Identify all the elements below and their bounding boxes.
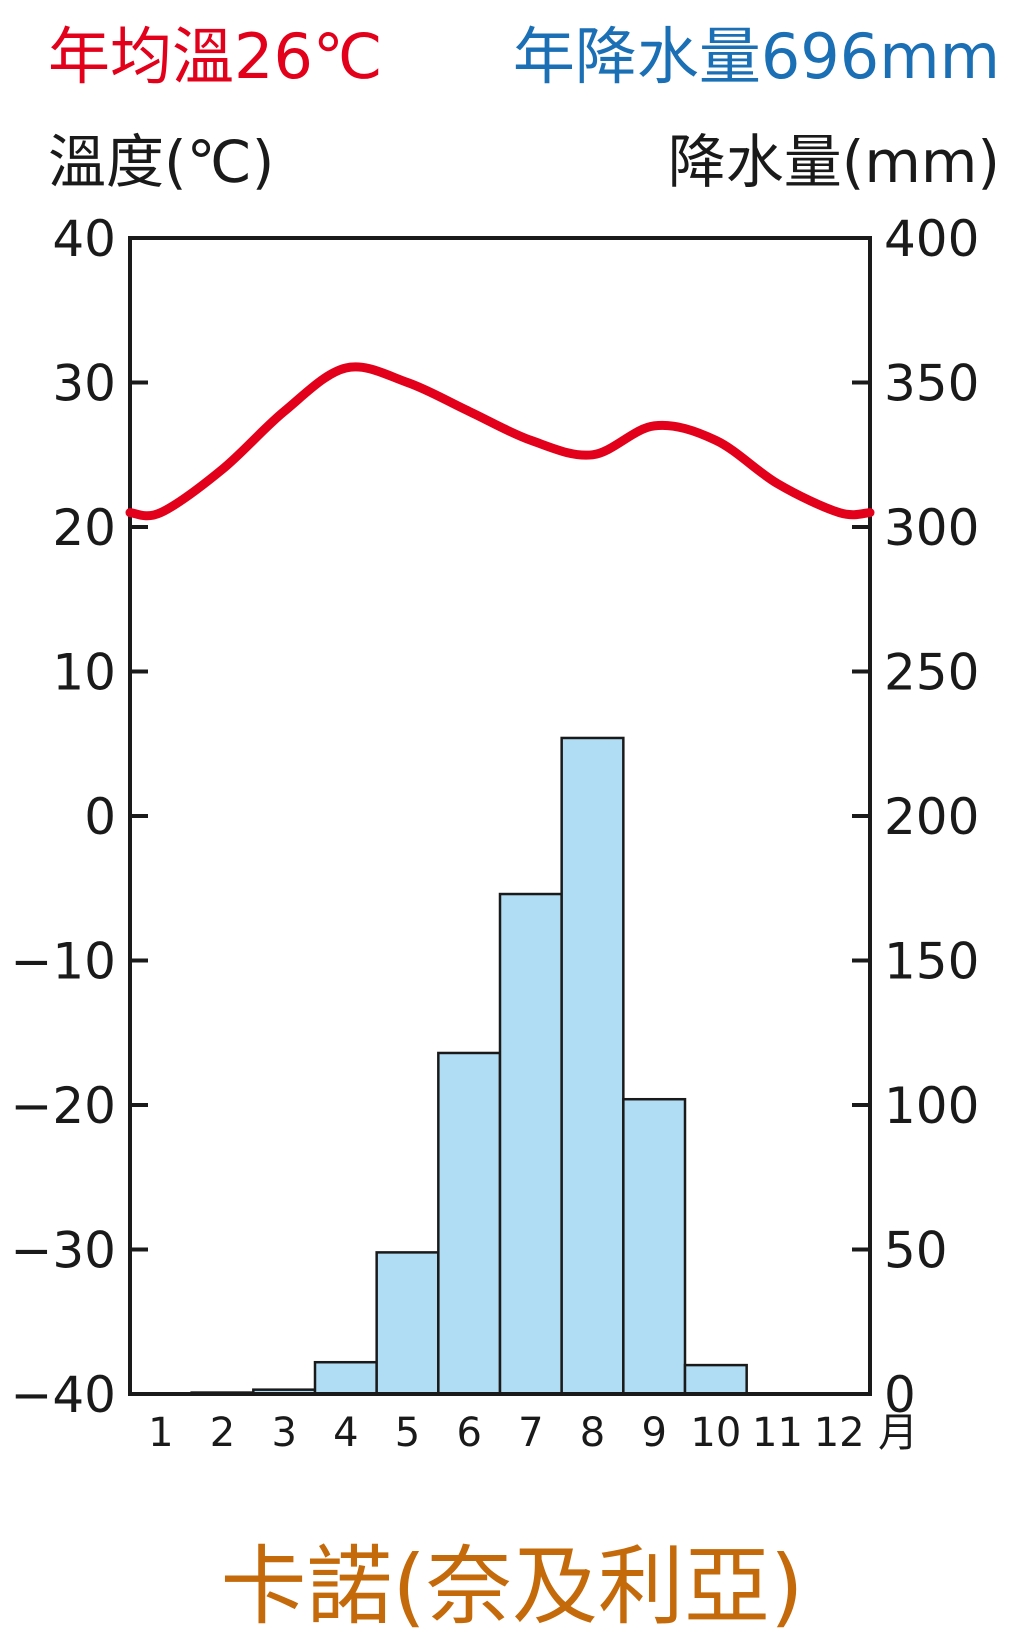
precipitation-tick-label: 250 xyxy=(884,644,979,702)
precipitation-bar-5 xyxy=(375,1251,440,1396)
precipitation-bar-6 xyxy=(437,1051,502,1396)
precipitation-bar-10 xyxy=(683,1363,748,1396)
precipitation-tick-label: 150 xyxy=(884,933,979,991)
precipitation-tick-label: 50 xyxy=(884,1222,948,1280)
month-axis: 1 2 3 4 5 6 7 8 9 10 11 12 xyxy=(148,1410,865,1456)
month-label-1: 1 xyxy=(148,1410,173,1456)
precipitation-bar-7 xyxy=(498,892,563,1396)
precipitation-bar-8 xyxy=(560,736,625,1396)
annual-precipitation-label: 年降水量696mm xyxy=(513,20,1000,93)
month-label-7: 7 xyxy=(518,1410,543,1456)
station-title: 卡諾(奈及利亞) xyxy=(220,1537,803,1637)
annual-temperature-label: 年均溫26℃ xyxy=(48,20,383,93)
precipitation-tick-label: 300 xyxy=(884,499,979,557)
precipitation-tick-label: 400 xyxy=(884,210,979,268)
month-label-9: 9 xyxy=(641,1410,666,1456)
temperature-axis: 40 30 20 10 0 −10 −20 −30 −40 xyxy=(10,210,116,1424)
precipitation-tick-label: 0 xyxy=(884,1366,916,1424)
temperature-curve-group xyxy=(125,362,875,521)
month-unit-label: 月 xyxy=(878,1410,918,1456)
month-label-3: 3 xyxy=(271,1410,296,1456)
temperature-tick-label: 20 xyxy=(52,499,116,557)
temperature-tick-label: 10 xyxy=(52,644,116,702)
precipitation-tick-label: 100 xyxy=(884,1077,979,1135)
precipitation-tick-label: 200 xyxy=(884,788,979,846)
month-label-12: 12 xyxy=(814,1410,865,1456)
precipitation-tick-label: 350 xyxy=(884,355,979,413)
month-label-6: 6 xyxy=(456,1410,481,1456)
precipitation-axis: 400 350 300 250 200 150 100 50 0 xyxy=(884,210,979,1424)
month-label-2: 2 xyxy=(210,1410,235,1456)
precipitation-bars xyxy=(190,736,748,1396)
month-label-11: 11 xyxy=(752,1410,803,1456)
axis-ticks xyxy=(130,236,870,1396)
month-label-4: 4 xyxy=(333,1410,358,1456)
temperature-axis-title: 溫度(℃) xyxy=(48,128,274,196)
month-label-8: 8 xyxy=(580,1410,605,1456)
temperature-tick-label: 30 xyxy=(52,355,116,413)
temperature-tick-label: −20 xyxy=(10,1077,116,1135)
temperature-tick-label: −10 xyxy=(10,933,116,991)
precipitation-bar-9 xyxy=(622,1097,687,1396)
temperature-tick-label: 0 xyxy=(84,788,116,846)
temperature-tick-label: −40 xyxy=(10,1366,116,1424)
temperature-tick-label: −30 xyxy=(10,1222,116,1280)
month-label-5: 5 xyxy=(395,1410,420,1456)
temperature-line xyxy=(125,362,875,521)
month-label-10: 10 xyxy=(690,1410,741,1456)
precipitation-bar-4 xyxy=(313,1360,378,1396)
precipitation-axis-title: 降水量(mm) xyxy=(668,128,1000,196)
temperature-tick-label: 40 xyxy=(52,210,116,268)
